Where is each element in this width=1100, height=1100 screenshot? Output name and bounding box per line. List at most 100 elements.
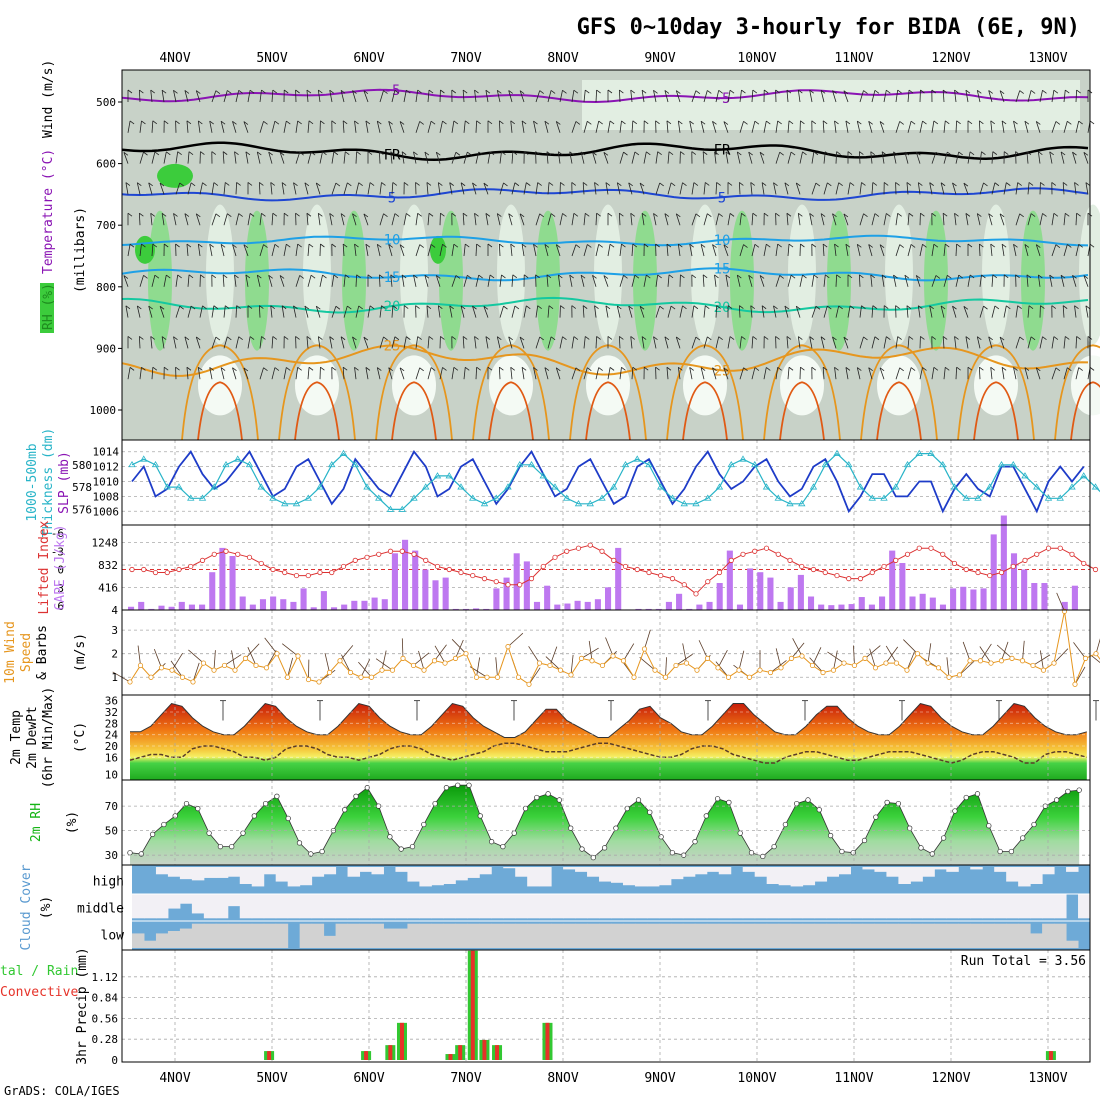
rh-shading-moist: [730, 210, 754, 351]
upper-wind-barb-flag: [220, 244, 226, 248]
upper-wind-barb-flag: [859, 274, 864, 279]
upper-wind-barb: [415, 121, 421, 133]
rh2m-marker: [556, 797, 563, 803]
date-label-top: 6NOV: [353, 51, 384, 66]
upper-wind-barb: [942, 213, 945, 226]
cloud-cell: [395, 928, 408, 948]
upper-wind-barb: [496, 336, 501, 349]
precip-convective-bar: [388, 1045, 393, 1060]
upper-wind-barb-flag: [451, 212, 457, 217]
wind-barb: [170, 660, 183, 678]
thickness-marker: [821, 460, 829, 468]
wind-barb: [665, 657, 667, 678]
rh-shading-light: [691, 204, 719, 345]
upper-wind-barb: [700, 367, 705, 380]
upper-wind-barb-flag: [544, 244, 550, 248]
upper-wind-barb-flag: [544, 120, 550, 125]
upper-wind-barb: [271, 213, 274, 226]
upper-wind-barb-flag: [634, 274, 640, 279]
cloud-cell: [838, 894, 851, 919]
upper-wind-barb: [618, 89, 621, 103]
upper-wind-barb: [991, 151, 994, 164]
cloud-cell: [958, 923, 971, 948]
rh2m-marker: [1031, 821, 1037, 828]
upper-wind-barb: [702, 274, 705, 287]
upper-wind-barb-flag: [802, 274, 807, 279]
rh2m-marker: [782, 821, 789, 828]
upper-wind-barb-flag: [417, 212, 422, 217]
upper-wind-barb-flag: [879, 121, 885, 125]
upper-wind-barb-flag: [245, 151, 251, 156]
upper-wind-barb-flag: [743, 367, 748, 372]
upper-wind-barb-flag: [933, 120, 939, 125]
upper-wind-barb: [391, 90, 396, 103]
upper-wind-barb: [835, 182, 840, 195]
isotherm-surface-loop: [973, 381, 1019, 441]
upper-wind-barb: [691, 90, 697, 103]
rh2m-marker: [183, 800, 190, 807]
li-marker: [646, 569, 652, 576]
upper-wind-barb-flag: [550, 90, 556, 94]
cape-bar: [219, 547, 226, 610]
upper-wind-barb: [963, 306, 969, 318]
upper-wind-barb: [739, 121, 744, 133]
upper-wind-barb: [293, 305, 297, 318]
upper-wind-barb: [583, 336, 586, 349]
upper-wind-barb: [243, 121, 249, 133]
upper-wind-barb-flag: [811, 243, 817, 248]
upper-wind-barb: [391, 213, 396, 226]
cape-bar: [544, 585, 551, 610]
upper-wind-barb: [557, 151, 561, 164]
upper-wind-barb: [173, 336, 177, 349]
rh2m-marker: [794, 800, 800, 807]
upper-wind-barb-flag: [906, 182, 912, 186]
upper-wind-barb: [955, 151, 960, 164]
thickness-marker: [610, 483, 618, 490]
upper-wind-barb-flag: [906, 305, 912, 309]
upper-wind-barb: [1051, 90, 1055, 103]
upper-wind-barb: [582, 182, 585, 195]
upper-wind-barb: [175, 274, 179, 287]
upper-wind-barb-flag: [748, 151, 753, 156]
wind-speed-marker: [925, 660, 931, 666]
upper-wind-barb: [834, 244, 837, 257]
upper-wind-barb-flag: [127, 89, 133, 94]
wind-barb: [675, 653, 693, 666]
upper-wind-barb: [978, 243, 981, 257]
upper-wind-barb: [295, 275, 301, 287]
thickness-marker: [657, 483, 665, 490]
upper-wind-barb: [595, 244, 600, 257]
upper-wind-barb: [834, 120, 837, 133]
upper-wind-barb: [895, 213, 899, 226]
upper-wind-barb: [329, 213, 333, 226]
rh2m-marker: [217, 843, 224, 850]
upper-wind-barb: [630, 213, 633, 226]
upper-wind-barb-flag: [796, 182, 801, 187]
upper-wind-barb: [843, 336, 849, 349]
cape-bar: [736, 604, 744, 610]
wind-barb: [588, 640, 593, 661]
wind-speed-marker: [599, 662, 606, 669]
upper-wind-barb: [245, 274, 249, 287]
cape-bar: [564, 603, 571, 610]
upper-wind-barb: [1027, 336, 1032, 349]
upper-wind-barb-flag: [718, 89, 723, 94]
upper-wind-barb: [483, 306, 489, 318]
rh2m-marker: [195, 805, 201, 812]
upper-wind-barb-flag: [779, 151, 784, 156]
cloud-cell: [407, 894, 420, 919]
upper-wind-barb-flag: [249, 89, 255, 94]
upper-wind-barb-flag: [874, 336, 880, 341]
isotherm-surface-loop: [585, 381, 631, 441]
upper-wind-barb: [533, 120, 537, 133]
thickness-marker: [527, 460, 536, 468]
cape-bar: [473, 608, 480, 610]
upper-wind-barb: [363, 213, 369, 226]
cape-bar: [209, 572, 216, 610]
upper-wind-barb: [270, 182, 273, 195]
cloud-cell: [431, 923, 444, 948]
upper-wind-barb-flag: [406, 89, 411, 94]
upper-wind-barb: [175, 306, 181, 318]
upper-wind-barb-flag: [893, 151, 898, 156]
upper-wind-barb-flag: [152, 366, 158, 371]
